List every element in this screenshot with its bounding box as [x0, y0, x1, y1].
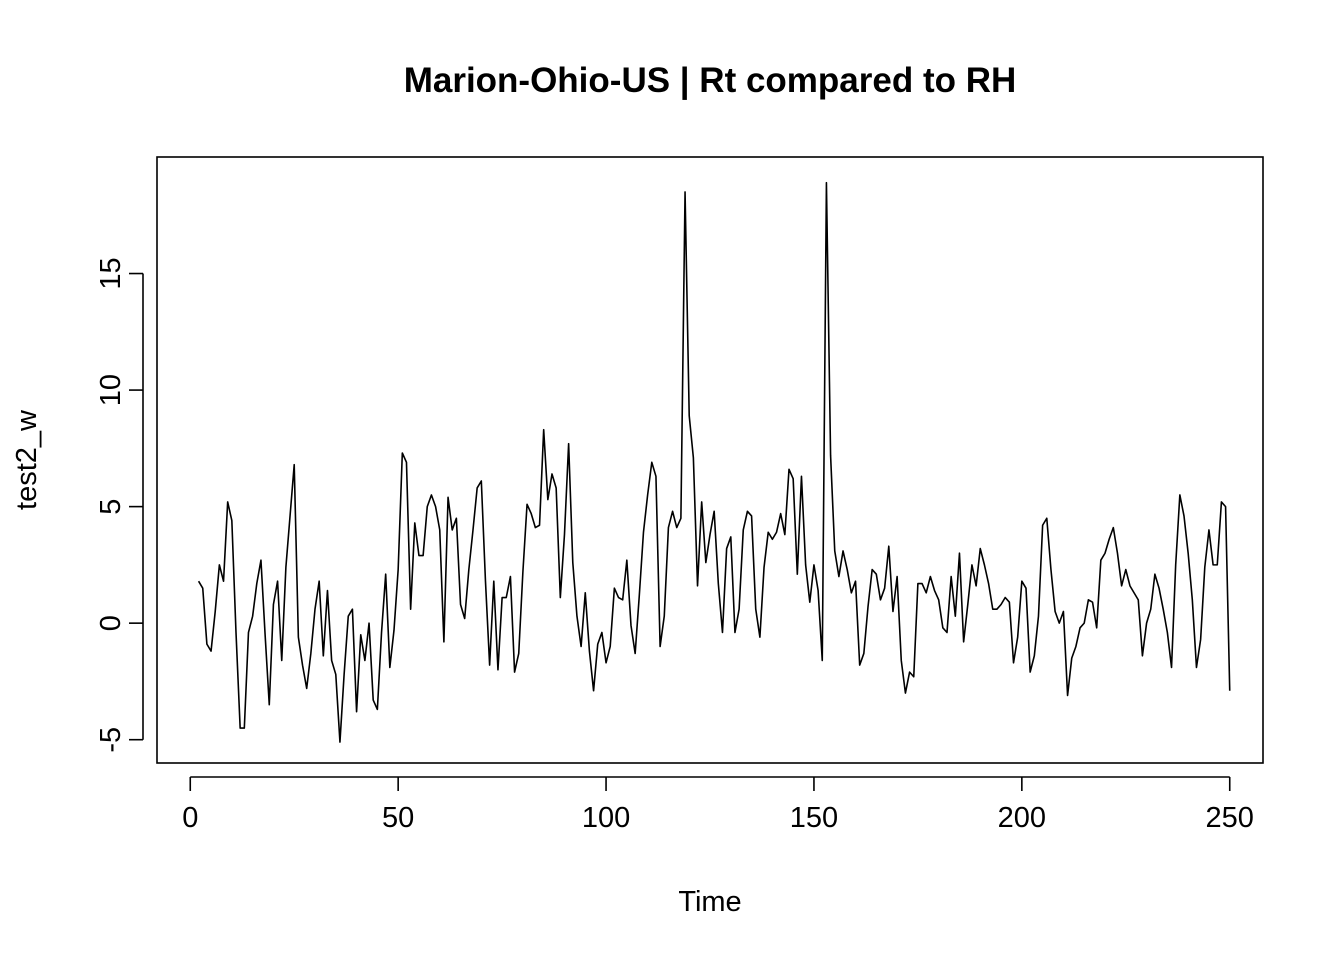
y-tick-label: 5 [95, 499, 127, 515]
y-tick-label: 15 [95, 257, 127, 289]
plot-frame [156, 156, 1264, 764]
y-tick-label: -5 [95, 727, 127, 753]
chart-title: Marion-Ohio-US | Rt compared to RH [404, 61, 1017, 100]
x-tick-label: 200 [998, 802, 1046, 834]
series-layer [197, 181, 1231, 743]
x-tick-label: 250 [1206, 802, 1254, 834]
x-axis-label: Time [678, 886, 741, 918]
y-tick-label: 0 [95, 615, 127, 631]
series-line [197, 181, 1231, 743]
y-tick-label: 10 [95, 374, 127, 406]
x-tick-label: 150 [790, 802, 838, 834]
y-axis: -5 0 5 10 15 [95, 257, 144, 753]
x-tick-label: 0 [182, 802, 198, 834]
y-axis-label: test2_w [11, 409, 43, 510]
x-axis: 0 50 100 150 200 250 [182, 776, 1254, 834]
x-tick-label: 50 [382, 802, 414, 834]
x-tick-label: 100 [582, 802, 630, 834]
